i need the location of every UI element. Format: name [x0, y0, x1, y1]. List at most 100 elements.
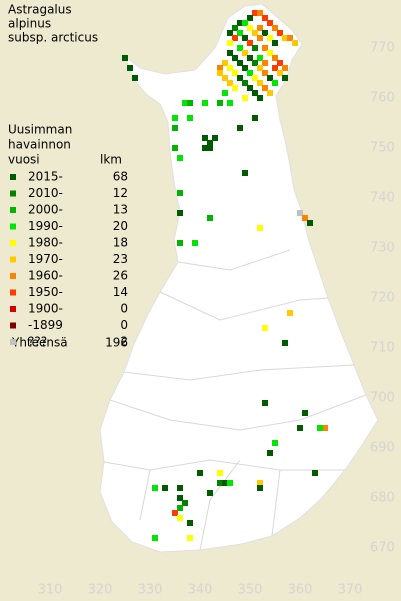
- observation-square: [262, 70, 268, 76]
- y-tick-label: 710: [370, 341, 395, 356]
- legend-label: 1990-: [28, 219, 63, 233]
- y-tick-label: 740: [370, 191, 395, 206]
- legend-count: 68: [113, 170, 128, 184]
- observation-square: [192, 240, 198, 246]
- observation-square: [187, 100, 193, 106]
- legend-total: 196: [105, 336, 128, 350]
- observation-square: [267, 35, 273, 41]
- observation-square: [247, 40, 253, 46]
- observation-square: [257, 25, 263, 31]
- observation-square: [232, 55, 238, 61]
- observation-square: [262, 60, 268, 66]
- legend-label: ???: [28, 335, 47, 349]
- observation-square: [272, 65, 278, 71]
- observation-square: [302, 215, 308, 221]
- observation-square: [277, 60, 283, 66]
- observation-square: [227, 80, 233, 86]
- legend-total-label: Yhteensä: [11, 336, 68, 350]
- observation-square: [207, 215, 213, 221]
- legend-count: 23: [113, 252, 128, 266]
- observation-square: [262, 400, 268, 406]
- observation-square: [222, 90, 228, 96]
- legend-swatch: [10, 339, 16, 345]
- observation-square: [282, 35, 288, 41]
- observation-square: [197, 470, 203, 476]
- legend-label: 2000-: [28, 203, 63, 217]
- observation-square: [277, 30, 283, 36]
- y-tick-label: 750: [370, 141, 395, 156]
- observation-square: [162, 485, 168, 491]
- title-line: alpinus: [8, 17, 51, 31]
- x-tick-label: 350: [238, 583, 263, 598]
- observation-square: [262, 15, 268, 21]
- observation-square: [252, 115, 258, 121]
- observation-square: [257, 10, 263, 16]
- observation-square: [172, 115, 178, 121]
- observation-square: [262, 85, 268, 91]
- legend-count: 18: [113, 236, 128, 250]
- observation-square: [297, 425, 303, 431]
- observation-square: [307, 220, 313, 226]
- observation-square: [152, 485, 158, 491]
- observation-square: [217, 100, 223, 106]
- observation-square: [242, 80, 248, 86]
- finland-outline: [99, 3, 379, 553]
- observation-square: [132, 75, 138, 81]
- legend-count: 2: [120, 335, 128, 349]
- observation-square: [177, 515, 183, 521]
- observation-square: [267, 450, 273, 456]
- observation-square: [242, 65, 248, 71]
- observation-square: [252, 60, 258, 66]
- observation-square: [292, 40, 298, 46]
- observation-square: [207, 145, 213, 151]
- legend-swatch: [10, 322, 16, 329]
- observation-square: [177, 155, 183, 161]
- observation-square: [242, 50, 248, 56]
- observation-square: [207, 490, 213, 496]
- observation-square: [272, 55, 278, 61]
- legend-label: 2010-: [28, 186, 63, 200]
- observation-square: [257, 485, 263, 491]
- observation-square: [177, 485, 183, 491]
- title-line: subsp. arcticus: [8, 31, 98, 45]
- observation-square: [202, 100, 208, 106]
- observation-square: [172, 510, 178, 516]
- observation-square: [277, 70, 283, 76]
- observation-square: [322, 425, 328, 431]
- x-tick-label: 330: [138, 583, 163, 598]
- observation-square: [272, 80, 278, 86]
- observation-square: [202, 145, 208, 151]
- observation-square: [272, 25, 278, 31]
- observation-square: [257, 95, 263, 101]
- observation-square: [247, 15, 253, 21]
- observation-square: [282, 75, 288, 81]
- observation-square: [222, 480, 228, 486]
- observation-square: [222, 75, 228, 81]
- legend-count: 26: [113, 269, 128, 283]
- observation-square: [282, 65, 288, 71]
- observation-square: [177, 495, 183, 501]
- observation-square: [172, 145, 178, 151]
- legend-swatch: [10, 240, 16, 246]
- x-tick-label: 360: [288, 583, 313, 598]
- observation-square: [262, 45, 268, 51]
- legend-label: 1970-: [28, 252, 63, 266]
- observation-square: [227, 30, 233, 36]
- legend-count: 14: [113, 285, 128, 299]
- observation-square: [247, 25, 253, 31]
- observation-square: [317, 425, 323, 431]
- observation-square: [232, 85, 238, 91]
- observation-square: [257, 55, 263, 61]
- observation-square: [257, 480, 263, 486]
- legend-swatch: [10, 223, 16, 230]
- legend-swatch: [10, 174, 16, 180]
- observation-square: [202, 135, 208, 141]
- observation-square: [237, 30, 243, 36]
- legend-count: 0: [120, 318, 128, 332]
- y-tick-label: 680: [370, 491, 395, 506]
- observation-square: [227, 100, 233, 106]
- observation-square: [187, 520, 193, 526]
- observation-square: [122, 55, 128, 61]
- observation-square: [267, 20, 273, 26]
- observation-square: [252, 75, 258, 81]
